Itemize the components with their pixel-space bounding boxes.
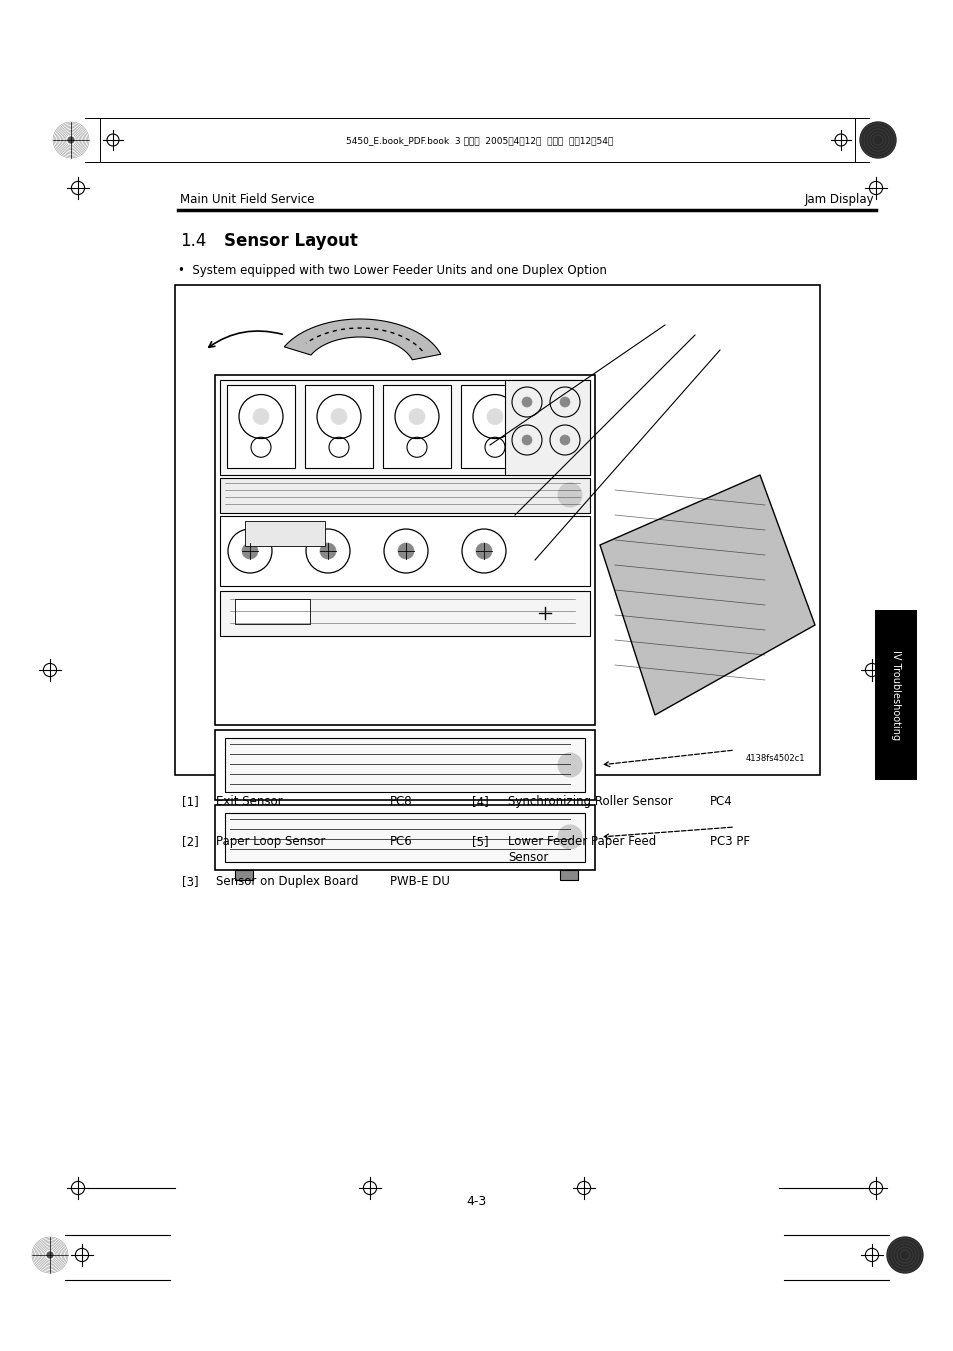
Circle shape [242, 543, 257, 559]
Circle shape [886, 1238, 923, 1273]
Bar [234, 870, 253, 880]
Circle shape [558, 825, 581, 848]
Circle shape [559, 435, 569, 444]
Circle shape [47, 1252, 53, 1258]
Text: Sensor Layout: Sensor Layout [224, 232, 357, 250]
Text: Synchronizing Roller Sensor: Synchronizing Roller Sensor [507, 794, 672, 808]
Circle shape [558, 753, 581, 777]
Text: PWB-E DU: PWB-E DU [390, 875, 450, 888]
Circle shape [486, 408, 502, 424]
Circle shape [558, 484, 581, 507]
Bar [214, 805, 595, 870]
Circle shape [559, 397, 569, 407]
Circle shape [409, 408, 424, 424]
Bar [227, 385, 294, 467]
Text: Jam Display: Jam Display [803, 193, 873, 205]
Text: Main Unit Field Service: Main Unit Field Service [180, 193, 314, 205]
Text: PC3 PF: PC3 PF [709, 835, 749, 848]
Text: 1.4: 1.4 [180, 232, 206, 250]
Circle shape [476, 543, 492, 559]
Bar [559, 870, 578, 880]
Circle shape [397, 543, 414, 559]
Bar [225, 813, 584, 862]
Bar [220, 590, 589, 636]
Circle shape [46, 1251, 54, 1259]
Bar [382, 385, 451, 467]
Bar [305, 385, 373, 467]
Text: Paper Loop Sensor: Paper Loop Sensor [215, 835, 325, 848]
Circle shape [67, 136, 75, 145]
Circle shape [521, 397, 532, 407]
Bar [214, 730, 595, 800]
Text: PC6: PC6 [390, 835, 413, 848]
Text: [4]: [4] [472, 794, 488, 808]
Bar [225, 738, 584, 792]
Text: [5]: [5] [472, 835, 488, 848]
Text: 4-3: 4-3 [466, 1196, 487, 1208]
Text: [2]: [2] [182, 835, 198, 848]
Bar [504, 380, 589, 476]
Bar [214, 376, 595, 725]
Circle shape [521, 435, 532, 444]
Text: Exit Sensor: Exit Sensor [215, 794, 282, 808]
Bar [220, 380, 589, 476]
Polygon shape [284, 319, 440, 359]
Text: Sensor: Sensor [507, 851, 548, 865]
Text: PC4: PC4 [709, 794, 732, 808]
Bar [245, 521, 325, 546]
Circle shape [253, 408, 269, 424]
Text: PC8: PC8 [390, 794, 413, 808]
Text: IV Troubleshooting: IV Troubleshooting [890, 650, 900, 740]
Bar [220, 516, 589, 586]
Bar [234, 598, 310, 624]
Text: [1]: [1] [182, 794, 198, 808]
Text: [3]: [3] [182, 875, 198, 888]
Text: Sensor on Duplex Board: Sensor on Duplex Board [215, 875, 358, 888]
Polygon shape [599, 476, 814, 715]
Circle shape [68, 136, 74, 143]
Circle shape [319, 543, 335, 559]
Bar [460, 385, 529, 467]
Bar [220, 478, 589, 513]
Bar [874, 611, 916, 780]
Circle shape [331, 408, 347, 424]
Text: Lower Feeder Paper Feed: Lower Feeder Paper Feed [507, 835, 656, 848]
Circle shape [859, 122, 895, 158]
Text: 5450_E.book_PDF.book  3 ページ  2005年4月12日  火曜日  午後12時54分: 5450_E.book_PDF.book 3 ページ 2005年4月12日 火曜… [346, 136, 613, 146]
Text: •  System equipped with two Lower Feeder Units and one Duplex Option: • System equipped with two Lower Feeder … [178, 263, 606, 277]
Bar [174, 285, 820, 775]
Text: 4138fs4502c1: 4138fs4502c1 [744, 754, 804, 763]
